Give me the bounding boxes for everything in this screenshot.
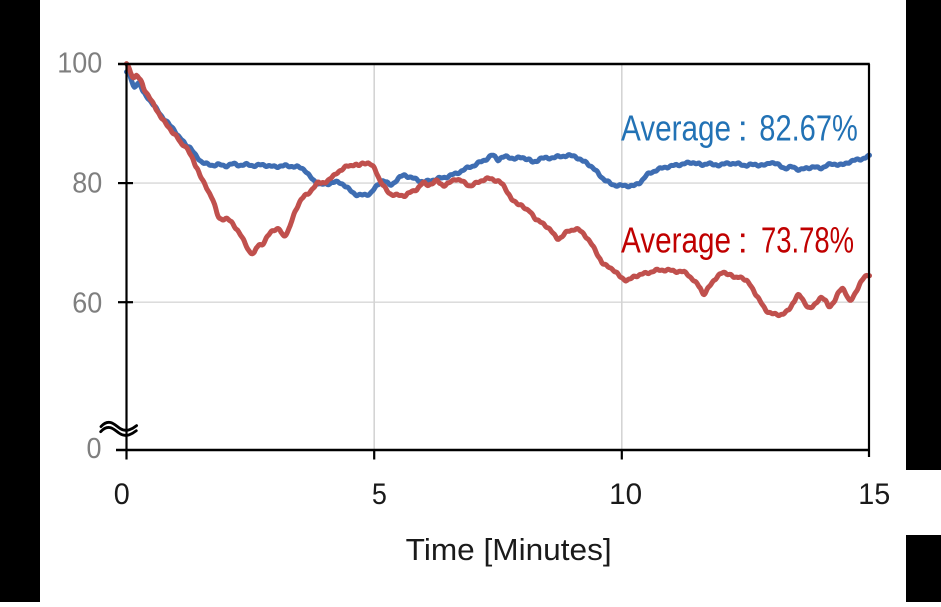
svg-text:80: 80 — [72, 168, 102, 200]
svg-text:0: 0 — [87, 433, 102, 465]
svg-text:0: 0 — [114, 478, 130, 511]
svg-text:82.67%: 82.67% — [759, 107, 858, 148]
svg-text:10: 10 — [609, 478, 642, 511]
svg-text:Time [Minutes]: Time [Minutes] — [406, 533, 612, 567]
svg-text::: : — [738, 220, 748, 261]
svg-text:15: 15 — [858, 478, 890, 511]
svg-text:Average: Average — [621, 220, 731, 261]
svg-text:73.78%: 73.78% — [761, 220, 854, 261]
svg-text::: : — [738, 107, 748, 148]
svg-text:Average: Average — [621, 107, 731, 148]
svg-text:5: 5 — [372, 478, 387, 511]
svg-text:100: 100 — [57, 48, 102, 80]
svg-text:60: 60 — [72, 287, 102, 319]
